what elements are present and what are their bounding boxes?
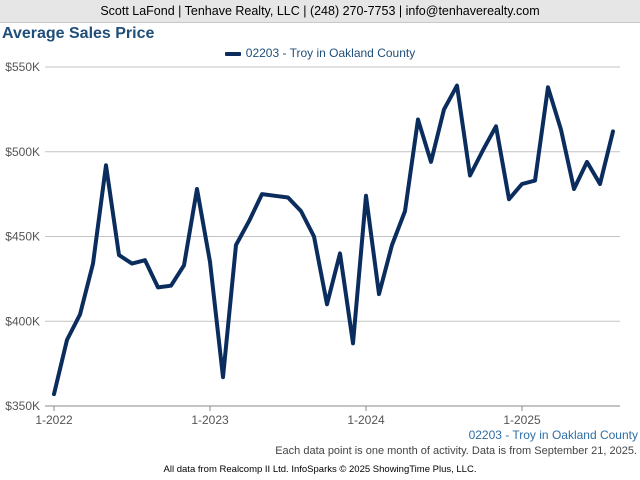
x-tick-label: 1-2025 (503, 413, 541, 427)
x-tick-label: 1-2023 (191, 413, 229, 427)
header-contact-text: Scott LaFond | Tenhave Realty, LLC | (24… (100, 4, 540, 18)
x-tick-label: 1-2024 (347, 413, 385, 427)
chart-series-sublabel: 02203 - Troy in Oakland County (468, 428, 638, 442)
chart-legend[interactable]: 02203 - Troy in Oakland County (0, 46, 640, 60)
y-tick-label: $500K (5, 145, 40, 159)
x-tick-label: 1-2022 (35, 413, 73, 427)
footer-credit: All data from Realcomp II Ltd. InfoSpark… (163, 464, 477, 475)
y-tick-label: $400K (5, 314, 40, 328)
header-bar: Scott LaFond | Tenhave Realty, LLC | (24… (0, 0, 640, 23)
legend-series-label: 02203 - Troy in Oakland County (245, 46, 416, 60)
chart-title: Average Sales Price (2, 25, 155, 42)
legend-line-swatch (224, 51, 241, 56)
y-tick-label: $550K (5, 60, 40, 74)
y-tick-label: $450K (5, 230, 40, 244)
data-note: Each data point is one month of activity… (275, 445, 637, 457)
y-tick-label: $350K (5, 399, 40, 413)
series-line-troy (52, 83, 615, 397)
